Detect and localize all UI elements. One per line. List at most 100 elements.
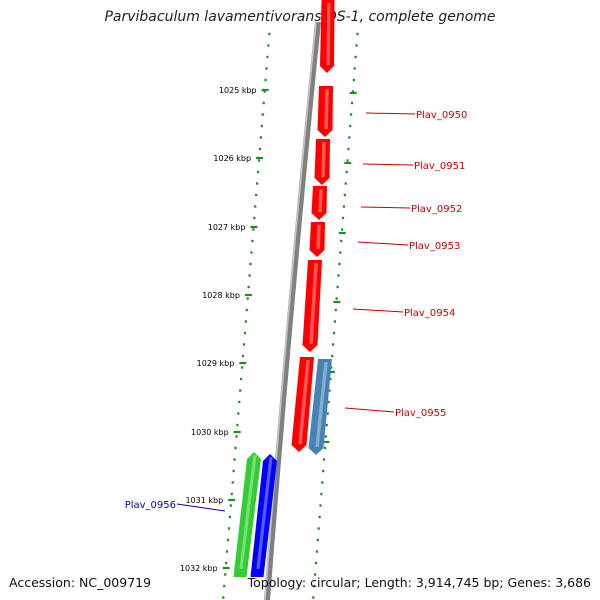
track-dot [233, 458, 236, 461]
gene-arrow-plav-0955-red-shape[interactable] [291, 357, 315, 452]
axis-tick-label: 1025 kbp [219, 86, 257, 95]
track-dot [261, 113, 264, 116]
track-dot [256, 182, 259, 185]
track-dot [355, 44, 358, 47]
track-dot [244, 320, 247, 323]
track-dot [332, 331, 336, 335]
track-dot [251, 239, 254, 243]
gene-label-plav_0951[interactable]: Plav_0951 [414, 161, 465, 172]
track-dot [235, 435, 238, 438]
track-dot [225, 561, 228, 565]
track-dot [260, 124, 263, 128]
gene-arrow-plav_0950-highlight [324, 88, 329, 130]
gene-label-plav_0956[interactable]: Plav_0956 [125, 500, 176, 511]
gene-arrow-plav-0956-blue-highlight [256, 456, 273, 570]
gene-arrow-plav_0950[interactable] [317, 86, 334, 137]
gene-arrow-plav_0950-shape[interactable] [317, 86, 334, 137]
gene-arrow-plav_0951-highlight [321, 141, 326, 178]
track-dot [240, 366, 244, 369]
track-dot [243, 331, 247, 335]
gene-arrow-plav_0954[interactable] [302, 260, 323, 352]
track-dot [330, 366, 333, 369]
track-dot [250, 251, 253, 254]
track-dot [324, 435, 328, 438]
track-dot [353, 67, 356, 70]
gene-label-leader [344, 407, 395, 413]
track-dot [323, 458, 326, 461]
track-dot [332, 343, 335, 346]
track-dot [322, 469, 325, 473]
axis-tick-label: 1030 kbp [191, 428, 229, 437]
gene-arrow-upstream-shape[interactable] [320, 0, 335, 73]
track-dot [228, 515, 231, 519]
track-dot [238, 400, 241, 404]
track-dot [323, 446, 327, 450]
track-dot [236, 423, 239, 427]
axis-tick-label: 1028 kbp [202, 291, 240, 300]
track-dot [317, 527, 320, 530]
gene-label-plav_0955[interactable]: Plav_0955 [395, 408, 446, 419]
track-dot [343, 193, 346, 197]
track-dot [319, 504, 322, 507]
track-dot [259, 136, 262, 139]
gene-arrow-plav_0951-shape[interactable] [314, 139, 331, 185]
track-dot [321, 481, 324, 484]
track-dot [350, 101, 354, 105]
map-title: Parvibaculum lavamentivorans DS-1, compl… [104, 9, 496, 25]
track-dot [347, 147, 350, 151]
gene-label-plav_0950[interactable]: Plav_0950 [416, 110, 467, 121]
track-dot [262, 101, 265, 105]
track-dot [345, 170, 348, 174]
track-dot [241, 354, 245, 358]
gene-label-plav_0953[interactable]: Plav_0953 [409, 241, 460, 252]
track-dot [316, 538, 319, 542]
axis-tick-label: 1029 kbp [197, 359, 235, 368]
axis-tick-label: 1027 kbp [208, 223, 246, 232]
gene-label-plav_0954[interactable]: Plav_0954 [404, 308, 455, 319]
track-dot [341, 228, 344, 231]
gene-arrow-upstream[interactable] [320, 0, 335, 73]
gene-arrow-plav_0952[interactable] [311, 186, 328, 220]
gene-arrow-plav-0955-red[interactable] [291, 357, 315, 452]
track-dot [234, 446, 237, 450]
track-dot [339, 251, 342, 254]
track-dot [240, 377, 243, 381]
gene-arrow-plav-0956-green[interactable] [233, 452, 262, 577]
track-dot [329, 377, 332, 381]
track-dot [248, 274, 251, 277]
gene-arrow-plav-0956-green-shape[interactable] [233, 452, 262, 577]
gene-arrow-plav_0953-shape[interactable] [309, 222, 326, 257]
track-dot [320, 492, 323, 496]
track-dot [255, 193, 258, 197]
track-dot [246, 297, 249, 300]
gene-arrow-plav_0952-shape[interactable] [311, 186, 328, 220]
track-dot [351, 90, 355, 93]
axis-tick-label: 1026 kbp [213, 154, 251, 163]
track-dot [342, 205, 346, 208]
gene-arrow-plav-0955-blue[interactable] [308, 359, 333, 455]
track-dot [354, 55, 357, 59]
track-dot [333, 320, 337, 323]
track-dot [256, 170, 260, 174]
gene-arrow-plav-0955-blue-shape[interactable] [308, 359, 333, 455]
track-dot [346, 159, 349, 162]
axis-ticks: 1025 kbp 1026 kbp 1027 kbp 1028 kbp 1029 kbp… [180, 86, 357, 573]
track-dot [223, 584, 226, 588]
track-dot [231, 481, 234, 484]
gene-arrow-plav-0956-blue-shape[interactable] [250, 454, 278, 577]
gene-arrow-plav_0951[interactable] [314, 139, 331, 185]
track-dot [232, 469, 235, 473]
track-dot [242, 343, 246, 346]
gene-arrow-plav-0956-blue[interactable] [250, 454, 278, 577]
gene-arrow-plav_0954-shape[interactable] [302, 260, 323, 352]
gene-label-leader [365, 112, 416, 115]
gene-label-plav_0952[interactable]: Plav_0952 [411, 204, 462, 215]
dotted-tracks [222, 32, 359, 599]
track-dot [338, 262, 341, 266]
gene-arrow-plav_0953[interactable] [309, 222, 326, 257]
gene-arrow-plav-0956-green-highlight [239, 454, 257, 570]
track-dot [328, 389, 331, 392]
track-dot [237, 412, 240, 415]
track-dot [222, 596, 225, 599]
track-dot [341, 216, 345, 220]
